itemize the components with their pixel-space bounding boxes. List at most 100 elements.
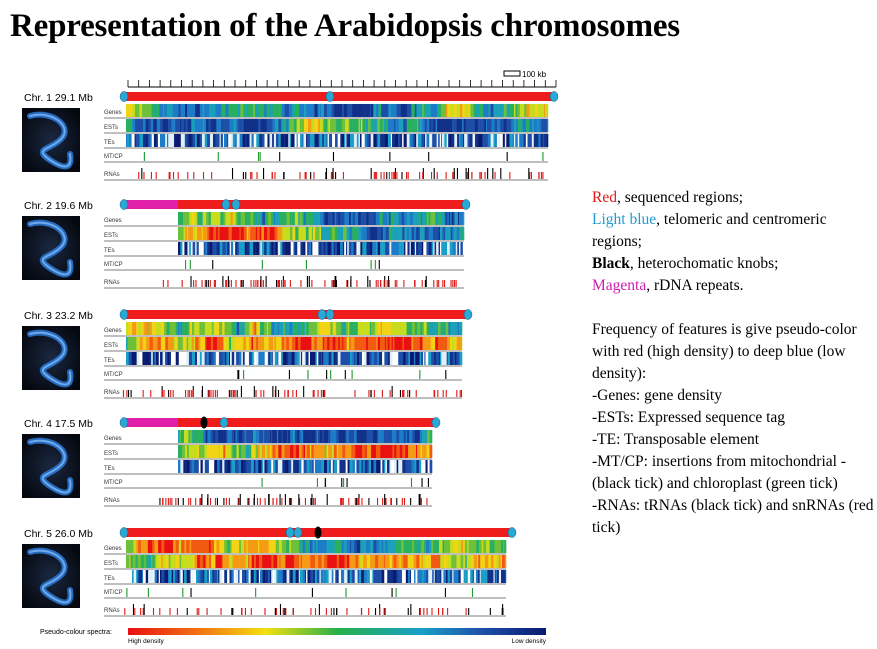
legend-lightblue: Light blue, telomeric and centromeric re… — [592, 209, 874, 253]
rdna-region — [124, 418, 178, 427]
rnas-track — [138, 168, 544, 179]
track-label: Genes — [104, 110, 122, 116]
chromosome-5: Chr. 5 26.0 Mb Genes ESTs TEs MT/CP RNAs — [22, 526, 517, 617]
chromosome-1: Chr. 1 29.1 Mb Genes ESTs TEs MT/CP RNAs — [22, 91, 559, 181]
track-label: MT/CP — [104, 372, 123, 378]
ests-density-track — [178, 445, 433, 458]
telomere-left — [119, 527, 129, 538]
chromosome-label: Chr. 1 29.1 Mb — [24, 92, 93, 104]
mtcp-insertions-track — [143, 152, 544, 161]
telomere-left — [119, 199, 129, 210]
telomere-left — [119, 309, 129, 320]
rnas-track — [124, 604, 504, 615]
legend-rnas: -RNAs: tRNAs (black tick) and snRNAs (re… — [592, 497, 874, 536]
rnas-track — [162, 276, 457, 287]
legend-magenta-word: Magenta — [592, 277, 647, 294]
legend-magenta-text: , rDNA repeats. — [646, 277, 744, 294]
chromosome-micrograph — [22, 544, 80, 608]
track-label: ESTs — [104, 451, 118, 457]
centromere — [231, 199, 241, 210]
track-label: Genes — [104, 328, 122, 334]
spectrum-low-label: Low density — [512, 638, 547, 645]
centromere — [221, 199, 231, 210]
track-label: RNAs — [104, 172, 120, 178]
centromere — [285, 527, 295, 538]
track-label: TEs — [104, 466, 115, 472]
legend-red-text: , sequenced regions; — [616, 189, 744, 206]
telomere-right — [431, 417, 441, 428]
sequenced-region — [178, 418, 434, 427]
legend-lightblue-text: , telomeric and centromeric regions; — [592, 211, 827, 250]
legend-black-text: , heterochomatic knobs; — [629, 255, 779, 272]
chromosome-2: Chr. 2 19.6 Mb Genes ESTs TEs MT/CP RNAs — [22, 199, 471, 289]
track-label: RNAs — [104, 608, 120, 614]
track-label: MT/CP — [104, 480, 123, 486]
legend-red: Red, sequenced regions; — [592, 187, 874, 209]
track-label: MT/CP — [104, 154, 123, 160]
mtcp-insertions-track — [237, 370, 447, 379]
spectrum-label: Pseudo-colour spectra: — [40, 629, 112, 636]
chromosome-bar — [119, 526, 517, 539]
genes-density-track — [178, 430, 433, 443]
track-label: TEs — [104, 140, 115, 146]
chromosome-bar — [119, 309, 473, 320]
chromosome-label: Chr. 3 23.2 Mb — [24, 310, 93, 322]
genes-density-track — [126, 322, 463, 335]
chromosome-micrograph — [22, 216, 80, 280]
pseudo-colour-spectrum: Pseudo-colour spectra: High density Low … — [40, 628, 547, 645]
legend-mtcp: -MT/CP: insertions from mitochondrial -(… — [592, 453, 847, 492]
scale-bar-label: 100 kb — [522, 70, 547, 79]
mtcp-insertions-track — [126, 588, 474, 597]
ests-density-track — [126, 119, 549, 132]
centromere — [219, 417, 229, 428]
chromosome-bar — [119, 199, 471, 210]
telomere-right — [461, 199, 471, 210]
track-label: Genes — [104, 546, 122, 552]
chromosome-3: Chr. 3 23.2 Mb Genes ESTs TEs MT/CP RNAs — [22, 309, 473, 399]
track-label: RNAs — [104, 498, 120, 504]
sequenced-region — [126, 310, 466, 319]
mtcp-insertions-track — [185, 260, 380, 269]
ests-density-track — [178, 227, 465, 240]
legend-genes: -Genes: gene density — [592, 387, 722, 404]
genes-density-track — [178, 212, 465, 225]
sequenced-region — [126, 92, 552, 101]
legend-black: Black, heterochomatic knobs; — [592, 253, 874, 275]
spectrum-high-label: High density — [128, 638, 165, 645]
chromosome-label: Chr. 5 26.0 Mb — [24, 528, 93, 540]
sequenced-region — [178, 200, 464, 209]
track-label: TEs — [104, 576, 115, 582]
te-density-track — [178, 242, 465, 255]
chromosome-bar — [119, 91, 559, 102]
spectrum-bar — [128, 628, 546, 635]
legend-magenta: Magenta, rDNA repeats. — [592, 275, 874, 297]
legend-panel: Red, sequenced regions; Light blue, telo… — [592, 187, 874, 539]
chromosome-micrograph — [22, 326, 80, 390]
centromere — [325, 91, 335, 102]
track-label: ESTs — [104, 125, 118, 131]
rnas-track — [122, 386, 463, 397]
track-label: Genes — [104, 436, 122, 442]
track-label: ESTs — [104, 233, 118, 239]
heterochromatic-knob — [200, 416, 208, 429]
track-label: ESTs — [104, 561, 118, 567]
track-label: MT/CP — [104, 590, 123, 596]
track-label: TEs — [104, 248, 115, 254]
telomere-right — [507, 527, 517, 538]
legend-tes: -TE: Transposable element — [592, 431, 760, 448]
legend-red-word: Red — [592, 189, 617, 206]
ests-density-track — [126, 337, 463, 350]
te-density-track — [178, 460, 433, 473]
rnas-track — [159, 494, 428, 505]
chromosome-micrograph — [22, 434, 80, 498]
rdna-region — [124, 200, 178, 209]
telomere-left — [119, 91, 129, 102]
genes-density-track — [126, 540, 507, 553]
track-label: TEs — [104, 358, 115, 364]
kb-ruler — [127, 80, 557, 88]
track-label: ESTs — [104, 343, 118, 349]
te-density-track — [126, 134, 549, 147]
legend-black-word: Black — [592, 255, 630, 272]
track-label: RNAs — [104, 390, 120, 396]
